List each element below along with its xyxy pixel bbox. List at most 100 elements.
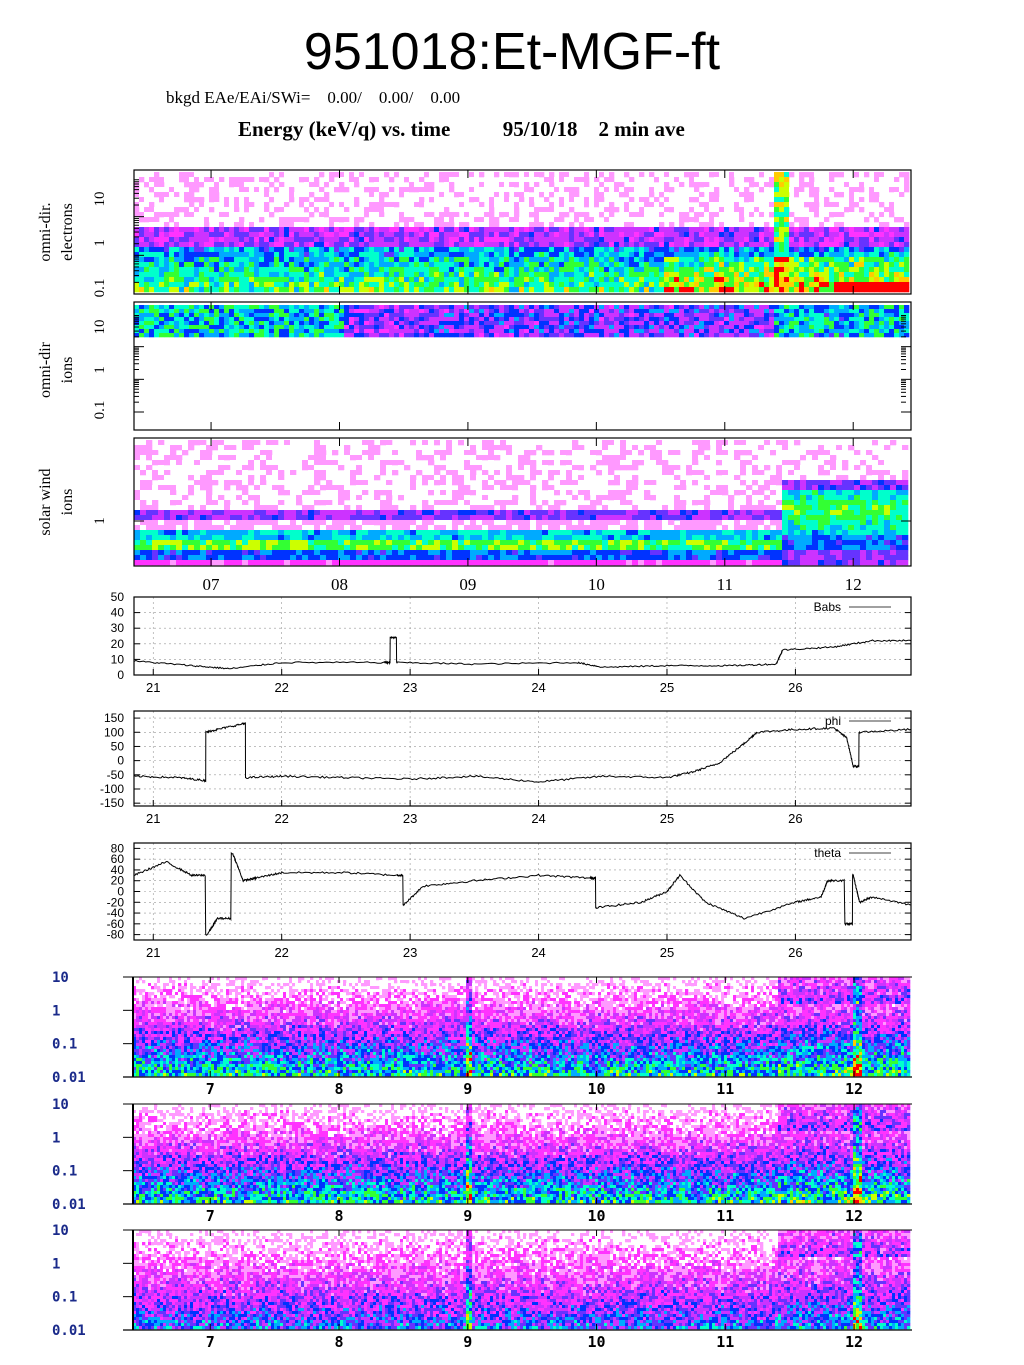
- heatmap-cell: [574, 282, 579, 287]
- heatmap-cell: [154, 277, 159, 282]
- heatmap-cell: [206, 465, 212, 470]
- heatmap-cell: [289, 212, 294, 217]
- heatmap-cell: [354, 277, 359, 282]
- heatmap-cell: [834, 222, 839, 227]
- heatmap-cell: [206, 475, 212, 480]
- heatmap-cell: [734, 187, 739, 192]
- heatmap-cell: [182, 515, 188, 520]
- heatmap-cell: [158, 550, 164, 555]
- heatmap-cell: [649, 232, 654, 237]
- heatmap-cell: [289, 187, 294, 192]
- heatmap-cell: [199, 257, 204, 262]
- heatmap-cell: [304, 277, 309, 282]
- heatmap-cell: [864, 257, 869, 262]
- heatmap-cell: [236, 560, 242, 565]
- heatmap-cell: [146, 525, 152, 530]
- heatmap-cell: [140, 460, 146, 465]
- heatmap-cell: [199, 202, 204, 207]
- heatmap-cell: [188, 485, 194, 490]
- heatmap-cell: [754, 321, 759, 325]
- heatmap-cell: [809, 202, 814, 207]
- heatmap-cell: [174, 333, 179, 337]
- heatmap-cell: [182, 500, 188, 505]
- heatmap-cell: [499, 182, 504, 187]
- heatmap-cell: [629, 309, 634, 313]
- heatmap-cell: [404, 313, 409, 317]
- heatmap-cell: [209, 277, 214, 282]
- heatmap-cell: [704, 282, 709, 287]
- heatmap-cell: [749, 237, 754, 242]
- heatmap-cell: [294, 321, 299, 325]
- heatmap-cell: [624, 187, 629, 192]
- heatmap-cell: [199, 237, 204, 242]
- heatmap-cell: [409, 237, 414, 242]
- heatmap-cell: [834, 305, 839, 309]
- heatmap-cell: [419, 232, 424, 237]
- heatmap-cell: [904, 177, 909, 182]
- heatmap-cell: [139, 197, 144, 202]
- heatmap-cell: [629, 325, 634, 329]
- heatmap-cell: [294, 329, 299, 333]
- heatmap-cell: [484, 282, 489, 287]
- heatmap-cell: [644, 232, 649, 237]
- heatmap-cell: [724, 237, 729, 242]
- heatmap-cell: [254, 287, 259, 292]
- heatmap-cell: [218, 445, 224, 450]
- heatmap-cell: [274, 309, 279, 313]
- heatmap-cell: [454, 207, 459, 212]
- heatmap-cell: [609, 257, 614, 262]
- heatmap-cell: [259, 237, 264, 242]
- heatmap-cell: [814, 237, 819, 242]
- heatmap-cell: [694, 192, 699, 197]
- heatmap-cell: [564, 192, 569, 197]
- heatmap-cell: [849, 182, 854, 187]
- heatmap-cell: [589, 217, 594, 222]
- heatmap-cell: [659, 329, 664, 333]
- heatmap-cell: [694, 232, 699, 237]
- heatmap-cell: [644, 329, 649, 333]
- heatmap-cell: [714, 287, 719, 292]
- heatmap-cell: [354, 305, 359, 309]
- heatmap-cell: [709, 252, 714, 257]
- heatmap-cell: [349, 242, 354, 247]
- heatmap-cell: [509, 305, 514, 309]
- heatmap-cell: [149, 325, 154, 329]
- heatmap-cell: [344, 262, 349, 267]
- heatmap-cell: [894, 277, 899, 282]
- heatmap-cell: [719, 267, 724, 272]
- heatmap-cell: [904, 257, 909, 262]
- heatmap-cell: [799, 202, 804, 207]
- heatmap-cell: [209, 262, 214, 267]
- heatmap-cell: [644, 309, 649, 313]
- heatmap-cell: [484, 237, 489, 242]
- heatmap-cell: [724, 252, 729, 257]
- heatmap-cell: [344, 329, 349, 333]
- heatmap-cell: [799, 192, 804, 197]
- heatmap-cell: [384, 207, 389, 212]
- heatmap-cell: [200, 525, 206, 530]
- heatmap-cell: [619, 313, 624, 317]
- heatmap-cell: [309, 242, 314, 247]
- heatmap-cell: [829, 329, 834, 333]
- heatmap-cell: [249, 321, 254, 325]
- heatmap-cell: [354, 317, 359, 321]
- y-tick-label: 10: [92, 192, 108, 207]
- heatmap-cell: [844, 321, 849, 325]
- heatmap-cell: [804, 172, 809, 177]
- heatmap-cell: [764, 202, 769, 207]
- heatmap-cell: [509, 222, 514, 227]
- heatmap-cell: [294, 272, 299, 277]
- heatmap-cell: [564, 313, 569, 317]
- heatmap-cell: [849, 247, 854, 252]
- heatmap-cell: [404, 305, 409, 309]
- heatmap-cell: [889, 227, 894, 232]
- heatmap-cell: [439, 237, 444, 242]
- heatmap-cell: [614, 232, 619, 237]
- heatmap-cell: [259, 232, 264, 237]
- heatmap-cell: [154, 325, 159, 329]
- heatmap-cell: [824, 287, 829, 292]
- heatmap-cell: [374, 247, 379, 252]
- heatmap-cell: [584, 272, 589, 277]
- heatmap-cell: [649, 333, 654, 337]
- heatmap-cell: [609, 267, 614, 272]
